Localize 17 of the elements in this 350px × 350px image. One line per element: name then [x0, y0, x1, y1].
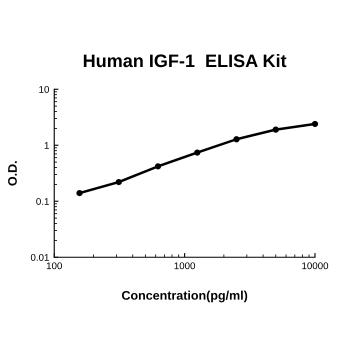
point — [272, 126, 279, 133]
x-axis-title: Concentration(pg/ml) — [122, 290, 248, 302]
point — [312, 120, 318, 128]
y-axis-title: O.D. — [8, 161, 17, 186]
x-tick-label: 100 — [46, 262, 62, 270]
point — [116, 178, 122, 186]
y-tick-label: 1 — [44, 142, 49, 149]
point — [233, 136, 240, 142]
point — [194, 149, 200, 156]
y-tick-label: 0.01 — [30, 254, 49, 261]
y-tick-label: 10 — [39, 86, 50, 93]
y-tick-label: 0.1 — [36, 198, 49, 205]
x-tick-label: 10000 — [302, 262, 328, 270]
x-tick-label: 1000 — [174, 262, 196, 270]
chart-title: Human IGF-1 ELISA Kit — [84, 54, 286, 68]
point — [154, 163, 162, 170]
point — [76, 190, 83, 196]
